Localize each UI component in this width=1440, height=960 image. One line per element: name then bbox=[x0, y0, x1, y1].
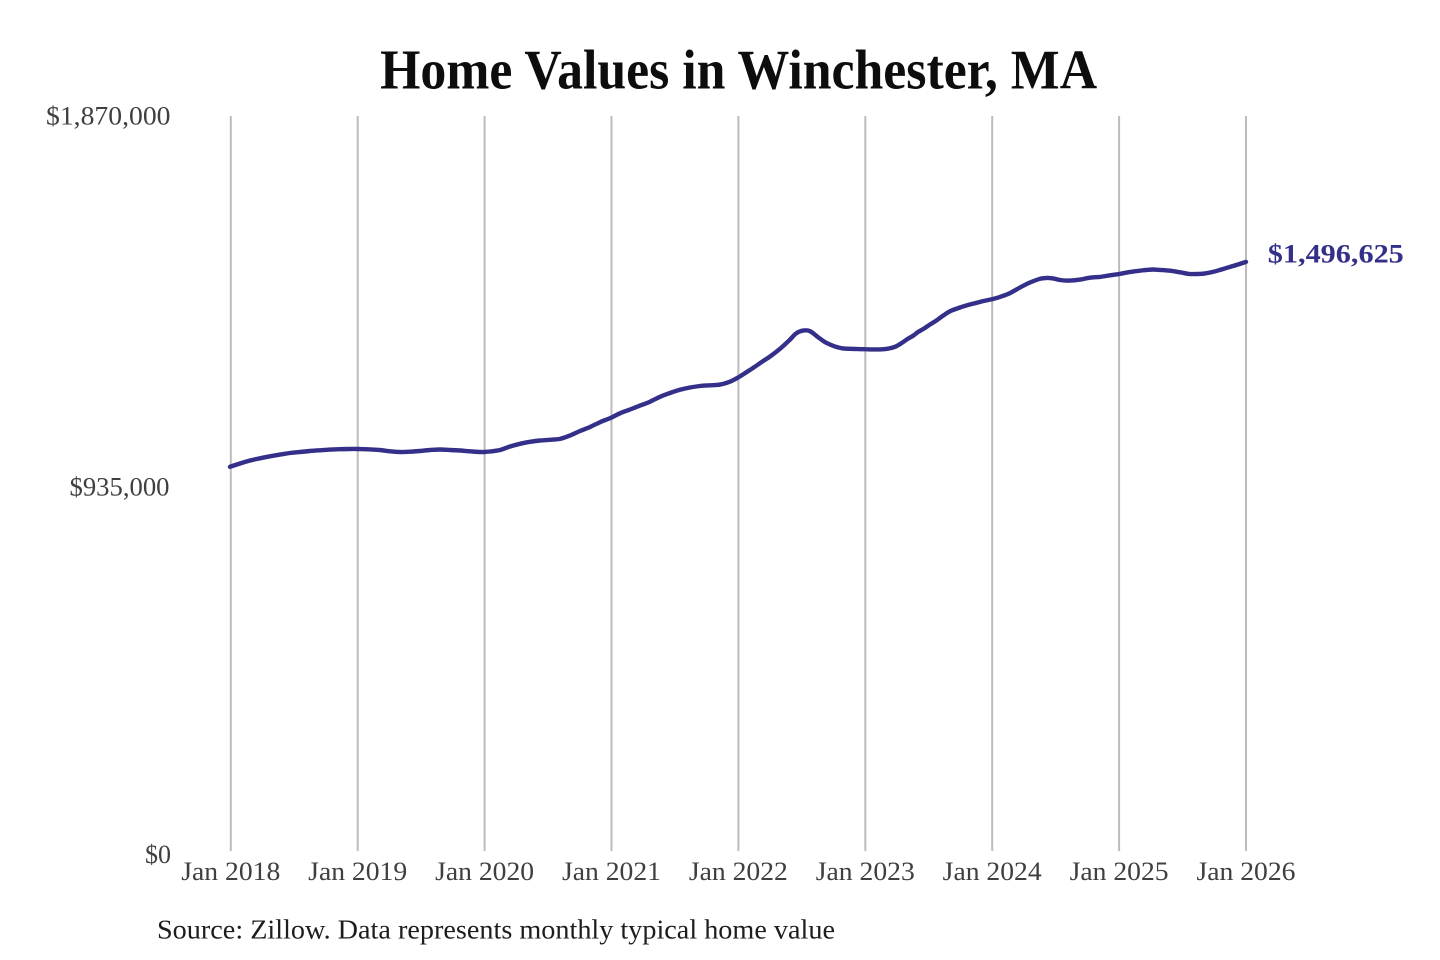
svg-text:Jan 2018: Jan 2018 bbox=[181, 857, 280, 886]
svg-text:Jan 2024: Jan 2024 bbox=[943, 857, 1042, 886]
svg-text:Source: Zillow. Data represent: Source: Zillow. Data represents monthly … bbox=[157, 915, 835, 945]
svg-text:$935,000: $935,000 bbox=[70, 473, 170, 502]
svg-text:Jan 2021: Jan 2021 bbox=[562, 857, 661, 886]
svg-text:Jan 2022: Jan 2022 bbox=[689, 857, 788, 886]
svg-text:Jan 2020: Jan 2020 bbox=[435, 857, 534, 886]
svg-text:Jan 2025: Jan 2025 bbox=[1070, 857, 1169, 886]
svg-text:$1,496,625: $1,496,625 bbox=[1268, 239, 1404, 268]
svg-text:Jan 2023: Jan 2023 bbox=[816, 857, 915, 886]
svg-text:$0: $0 bbox=[145, 840, 171, 869]
svg-text:$1,870,000: $1,870,000 bbox=[46, 102, 171, 131]
svg-text:Jan 2026: Jan 2026 bbox=[1197, 857, 1296, 886]
svg-text:Jan 2019: Jan 2019 bbox=[308, 857, 407, 886]
svg-text:Home Values in Winchester, MA: Home Values in Winchester, MA bbox=[380, 40, 1098, 102]
